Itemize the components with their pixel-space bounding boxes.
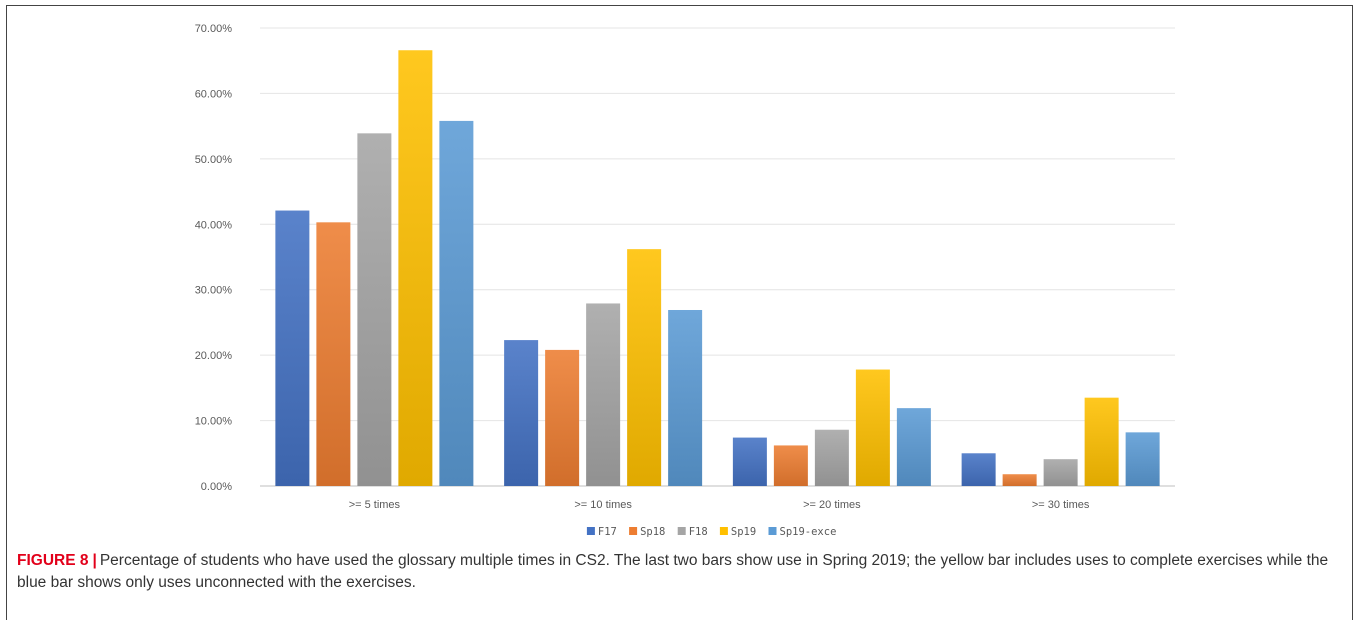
legend-label-f17: F17: [598, 526, 617, 538]
bar-sp19-exce-3: [896, 408, 931, 486]
bar-sp19-exce-2: [668, 309, 703, 486]
bar-f18-4: [1043, 459, 1078, 486]
legend: F17 Sp18 F18 Sp19 Sp19-exce: [586, 526, 837, 538]
legend-swatch-f17: [586, 527, 595, 535]
bar-sp19-4: [1084, 397, 1119, 486]
bar-f18-3: [814, 429, 849, 486]
figure-caption: FIGURE 8 | Percentage of students who have…: [17, 550, 1337, 594]
legend-swatch-sp18: [629, 527, 638, 535]
bar-sp18-2: [545, 349, 580, 486]
bar-f18-1: [357, 133, 392, 486]
y-tick-label: 50.00%: [195, 154, 233, 166]
legend-label-sp18: Sp18: [640, 526, 665, 538]
y-tick-label: 10.00%: [195, 416, 233, 428]
legend-label-sp19: Sp19: [731, 526, 756, 538]
y-tick-label: 60.00%: [195, 88, 233, 100]
legend-label-sp19-exce: Sp19-exce: [780, 526, 837, 538]
bar-sp19-1: [398, 50, 433, 486]
bar-sp19-exce-1: [439, 120, 474, 486]
legend-swatch-sp19: [719, 527, 728, 535]
y-axis-ticks: 0.00% 10.00% 20.00% 30.00% 40.00% 50.00% 60.00…: [195, 23, 233, 493]
bar-chart: 0.00% 10.00% 20.00% 30.00% 40.00% 50.00% 60.00…: [195, 23, 1175, 538]
bars: [275, 50, 1160, 486]
y-tick-label: 0.00%: [201, 481, 232, 493]
legend-label-f18: F18: [689, 526, 708, 538]
x-category-label: >= 20 times: [803, 499, 861, 511]
legend-swatch-f18: [677, 527, 686, 535]
caption-separator: |: [92, 552, 97, 569]
caption-text: Percentage of students who have used the…: [17, 552, 1329, 591]
x-category-label: >= 5 times: [349, 499, 401, 511]
figure-frame: [6, 5, 1353, 620]
x-category-label: >= 30 times: [1032, 499, 1090, 511]
bar-f17-3: [732, 437, 767, 486]
bar-f17-1: [275, 210, 310, 486]
figure-label: FIGURE 8: [17, 552, 89, 569]
bar-sp18-3: [773, 445, 808, 486]
x-axis-categories: >= 5 times >= 10 times >= 20 times >= 30 ti…: [349, 499, 1090, 511]
bar-sp19-3: [855, 369, 890, 486]
y-tick-label: 40.00%: [195, 219, 233, 231]
bar-sp18-1: [316, 222, 351, 486]
y-tick-label: 30.00%: [195, 285, 233, 297]
x-category-label: >= 10 times: [574, 499, 632, 511]
gridlines: [260, 27, 1175, 487]
bar-f18-2: [586, 303, 621, 486]
bar-f17-4: [961, 453, 996, 486]
y-tick-label: 70.00%: [195, 23, 233, 35]
bar-sp18-4: [1002, 474, 1037, 486]
y-tick-label: 20.00%: [195, 350, 233, 362]
bar-sp19-2: [627, 249, 662, 486]
bar-f17-2: [504, 340, 539, 486]
legend-swatch-sp19-exce: [768, 527, 777, 535]
bar-sp19-exce-4: [1125, 432, 1160, 486]
